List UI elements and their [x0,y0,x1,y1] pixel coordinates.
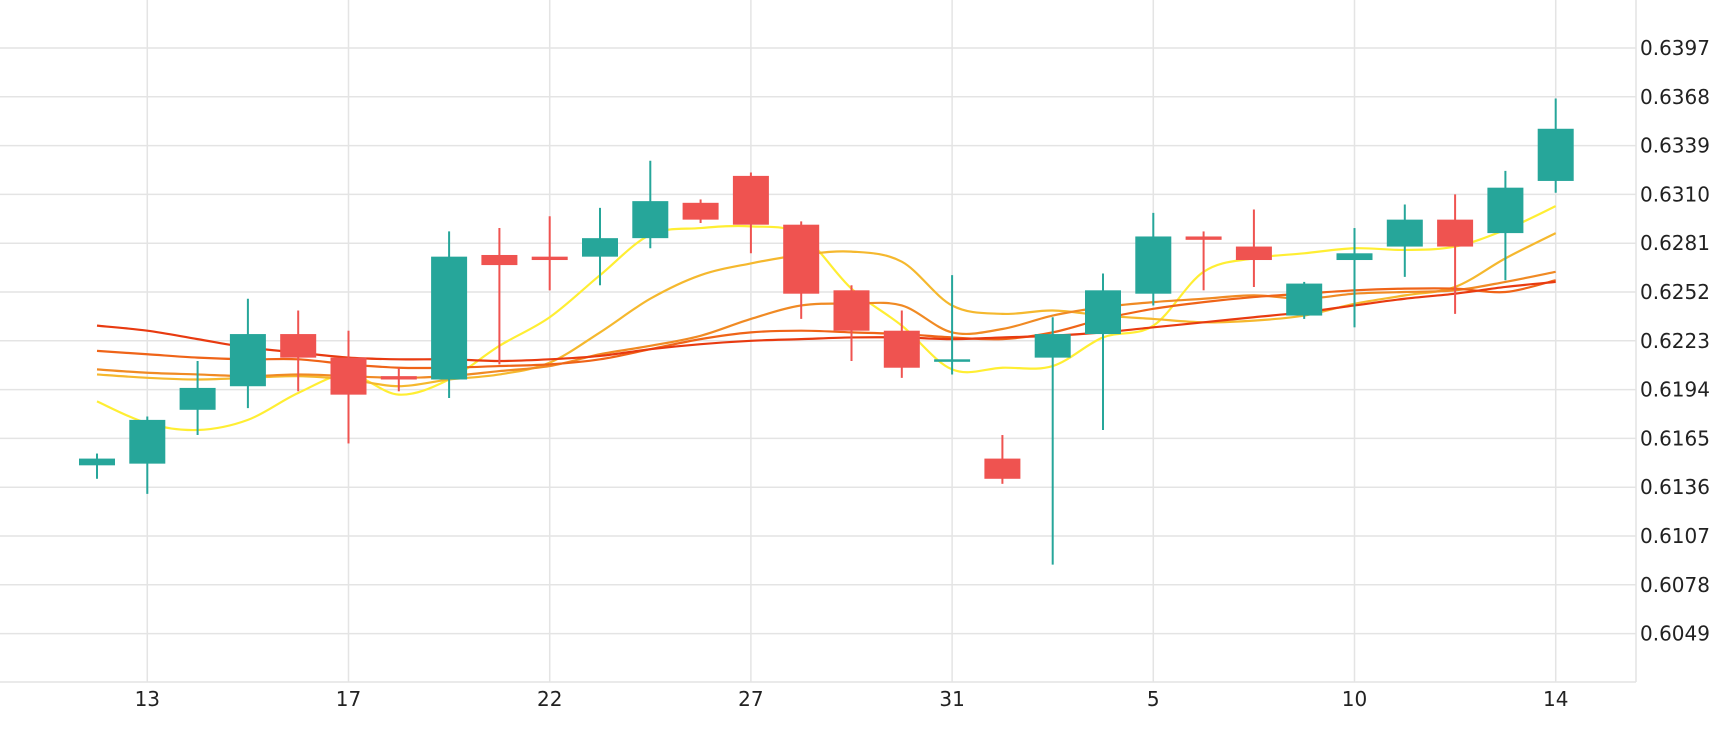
candle-down [380,367,417,392]
candle-down [682,199,719,224]
y-tick-label: 0.6049 [1640,622,1710,646]
candle-layer [79,98,1574,565]
candle-down [1235,209,1272,287]
candle-body [1286,283,1323,316]
moving-average-line [96,270,1556,379]
candle-body [1336,253,1373,261]
candle-up [1135,212,1172,306]
y-tick-label: 0.6136 [1640,475,1710,499]
candle-up [129,416,166,494]
candle-body [531,256,568,261]
x-tick-label: 5 [1147,687,1160,711]
candle-up [1085,273,1121,430]
y-tick-label: 0.6223 [1640,329,1710,353]
candle-up [1386,204,1423,277]
candle-body [883,330,920,368]
candle-up [632,160,669,249]
candle-body [280,334,317,358]
candle-body [1437,219,1474,247]
candle-up [79,453,115,479]
candle-body [783,224,820,294]
candle-down [330,330,367,444]
candle-up [934,275,971,375]
x-tick-label: 22 [537,687,562,711]
moving-average-line [96,205,1557,432]
candle-up [229,298,266,409]
candle-up [179,360,216,436]
x-tick-label: 27 [738,687,763,711]
candle-down [833,285,870,361]
candle-body [1034,334,1071,358]
candle-up [1487,170,1524,281]
candle-body [1235,246,1272,261]
y-tick-label: 0.6107 [1640,524,1710,548]
y-tick-label: 0.6078 [1640,573,1710,597]
candle-down [732,172,769,254]
candle-down [1185,231,1222,291]
y-tick-label: 0.6310 [1640,182,1710,206]
candle-body [984,458,1021,479]
candle-down [783,221,820,319]
candle-body [1386,219,1423,247]
y-tick-label: 0.6339 [1640,134,1710,158]
y-tick-label: 0.6368 [1640,85,1710,109]
candle-body [632,201,669,239]
candle-up [582,207,618,286]
candle-down [1437,194,1474,314]
candle-body [380,376,417,380]
candle-up [1034,317,1071,565]
candle-body [833,290,870,331]
candle-body [129,419,166,464]
y-tick-label: 0.6194 [1640,378,1710,402]
axis-layer: 0.6397 0.6368 0.6339 0.6310 0.6281 0.6252 0.62… [0,0,1710,711]
candle-body [330,357,367,395]
candle-body [582,238,618,257]
candle-down [984,435,1021,484]
candle-body [1487,187,1524,234]
y-tick-label: 0.6281 [1640,231,1710,255]
moving-average-layer [96,205,1557,432]
candle-body [1085,290,1121,335]
y-tick-label: 0.6397 [1640,36,1710,60]
x-tick-label: 31 [939,687,964,711]
candle-body [732,175,769,225]
x-tick-label: 17 [336,687,361,711]
x-tick-label: 10 [1342,687,1367,711]
x-tick-label: 13 [135,687,160,711]
candle-up [1286,281,1323,319]
candle-body [1537,128,1574,181]
candle-body [682,202,719,220]
candle-down [481,228,518,365]
y-tick-label: 0.6252 [1640,280,1710,304]
candle-body [1185,236,1222,240]
candle-body [1135,236,1172,294]
candle-body [481,254,518,266]
candle-up [431,231,468,399]
candle-up [1336,228,1373,328]
candle-down [531,216,568,291]
candle-body [431,256,468,380]
candle-down [883,310,920,378]
candle-body [934,359,971,362]
x-tick-label: 14 [1543,687,1568,711]
candle-down [280,310,317,392]
candle-up [1537,98,1574,193]
y-tick-label: 0.6165 [1640,426,1710,450]
candle-body [79,458,115,466]
candle-body [229,334,266,387]
candle-body [179,387,216,410]
